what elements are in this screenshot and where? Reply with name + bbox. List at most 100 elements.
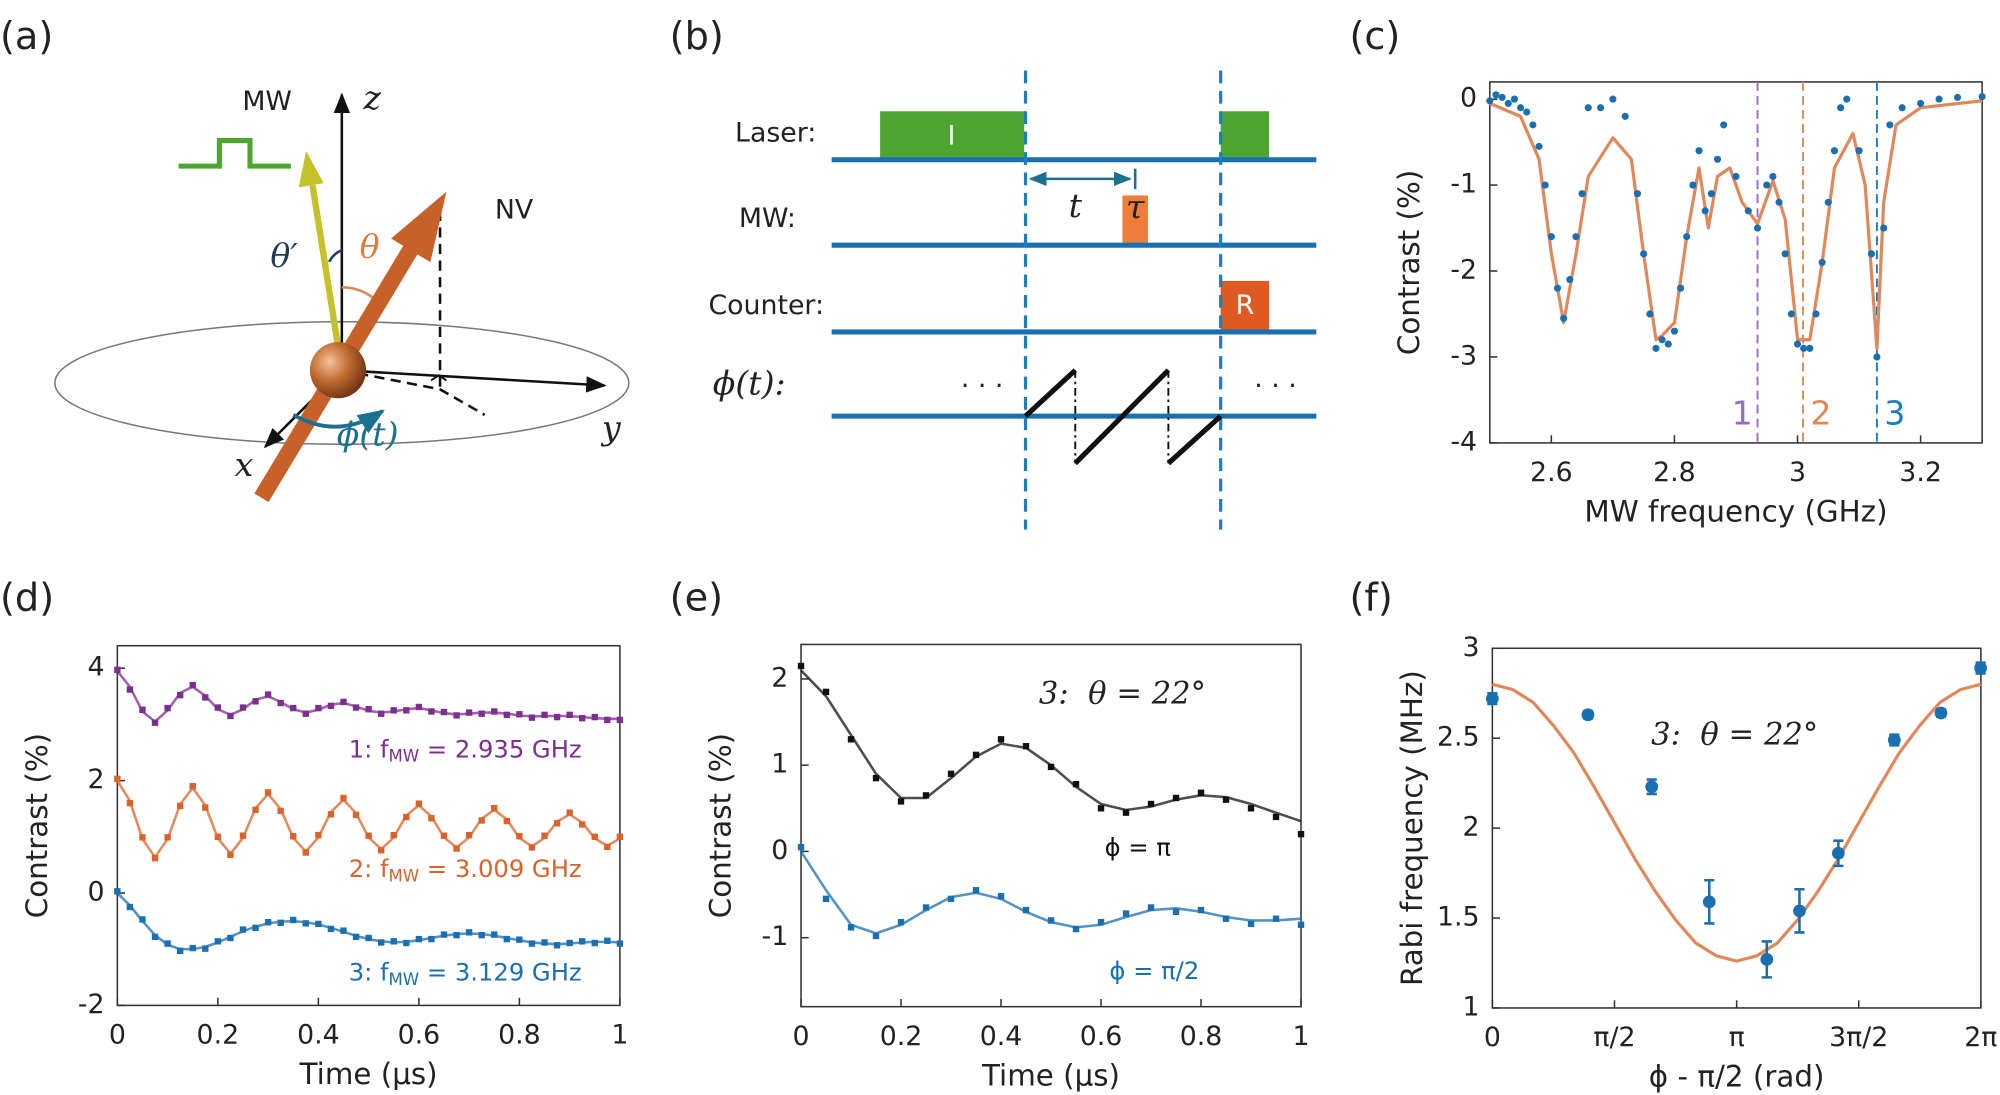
mw-pulse (1122, 195, 1148, 246)
theta-prime-label: θ′ (270, 236, 298, 275)
series-label-part: MW (389, 969, 420, 988)
y-tick-label: -2 (1450, 255, 1477, 286)
data-point (340, 794, 347, 802)
plot-frame (1489, 81, 1983, 444)
data-point (315, 704, 322, 712)
data-point (365, 934, 372, 942)
data-point (1197, 906, 1205, 914)
x-tick-label: 1 (1293, 1021, 1310, 1052)
data-point (847, 924, 855, 931)
counter-pulse (1220, 280, 1270, 332)
y-tick-label: 2 (88, 764, 105, 795)
data-point (591, 713, 598, 721)
series-label: 3: fMW = 3.129 GHz (349, 959, 582, 989)
data-point (1504, 99, 1512, 107)
data-point (1097, 918, 1105, 926)
data-point (252, 924, 259, 932)
x-tick-label: 3.2 (1899, 457, 1942, 488)
data-point (114, 666, 121, 674)
series-label-part: = 3.009 GHz (419, 855, 581, 883)
field-arrowhead (298, 150, 324, 188)
data-point (1122, 910, 1130, 917)
x-tick-label: π (1729, 1022, 1745, 1053)
data-point (365, 706, 372, 713)
data-point (1806, 344, 1814, 352)
data-point (553, 942, 561, 949)
x-tick-label: 0.8 (498, 1020, 541, 1051)
data-point (1529, 121, 1537, 129)
data-point (1886, 121, 1894, 129)
data-point (239, 704, 247, 711)
data-point (453, 845, 460, 852)
data-point (139, 916, 146, 923)
data-point (365, 832, 372, 839)
data-point (1898, 104, 1906, 112)
data-point (415, 800, 423, 807)
y-tick-label: 0 (771, 835, 788, 866)
nv-label: NV (495, 194, 534, 225)
data-point (997, 736, 1005, 743)
data-point (1541, 181, 1549, 189)
data-point (202, 694, 209, 701)
data-point (897, 798, 905, 805)
data-point (1566, 276, 1574, 284)
data-point (1652, 344, 1660, 352)
data-point (151, 854, 159, 862)
data-point (922, 904, 930, 911)
data-point (1934, 706, 1948, 720)
data-point (1535, 142, 1543, 150)
data-point (947, 895, 955, 903)
diagram-a: (a) MW z NV θ′ θ y x ϕ(t) (0, 14, 630, 503)
data-point (252, 806, 259, 814)
x-tick-label: 0 (109, 1020, 126, 1051)
y-axis-label: Rabi frequency (MHz) (1395, 670, 1429, 986)
nv-spin (309, 342, 367, 399)
x-tick-label: 0.4 (980, 1021, 1023, 1052)
data-point (453, 712, 460, 719)
data-point (239, 832, 247, 839)
data-point (428, 815, 435, 822)
series-label-part: 2: f (349, 855, 389, 883)
plot-frame (1491, 647, 1982, 1009)
data-point (579, 821, 586, 828)
data-point (189, 681, 196, 689)
data-point (327, 702, 335, 710)
data-point (541, 711, 548, 719)
data-point (1855, 147, 1863, 155)
mw-label: MW (242, 86, 292, 117)
data-point (1781, 250, 1789, 258)
data-point (277, 919, 284, 926)
row-label: Laser: (735, 118, 816, 149)
data-point (1510, 95, 1518, 103)
t-label: t (1069, 186, 1083, 225)
data-point (553, 820, 561, 827)
data-point (126, 903, 134, 911)
data-point (403, 707, 410, 714)
data-point (1498, 93, 1506, 101)
x-tick-label: 3 (1789, 457, 1806, 488)
data-point (1553, 284, 1562, 292)
data-point (1560, 314, 1568, 322)
data-point (1147, 800, 1155, 808)
y-tick-label: 2 (771, 662, 788, 693)
data-point (1917, 99, 1925, 107)
data-point (114, 888, 121, 895)
data-point (327, 811, 335, 818)
data-point (139, 706, 146, 713)
y-axis-label: Contrast (%) (20, 733, 54, 918)
data-point (1793, 904, 1806, 918)
data-point (252, 698, 259, 705)
data-point (947, 770, 955, 778)
data-point (302, 710, 309, 717)
y-tick-label: 4 (88, 652, 105, 683)
data-point (1621, 112, 1629, 120)
data-point (1172, 908, 1180, 915)
data-point (164, 940, 171, 947)
laser-init-pulse (880, 111, 1025, 160)
data-point (872, 774, 880, 782)
data-point (604, 937, 611, 944)
data-point (1272, 915, 1280, 922)
data-point (997, 893, 1005, 900)
